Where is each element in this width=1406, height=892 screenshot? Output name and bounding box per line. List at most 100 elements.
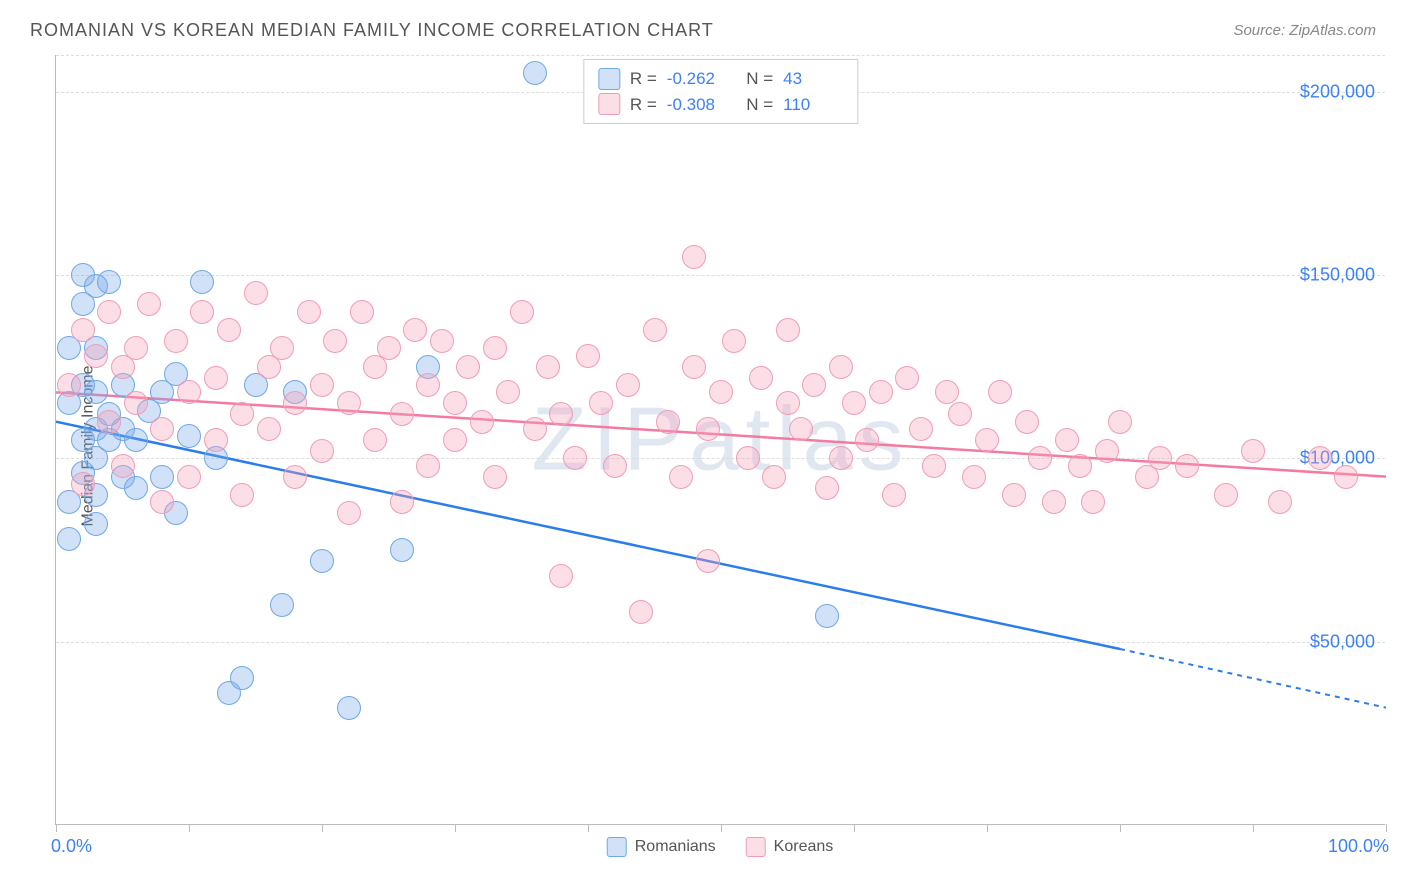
data-point bbox=[337, 696, 361, 720]
stat-r-label: R = bbox=[630, 66, 657, 92]
x-tick bbox=[455, 824, 456, 832]
data-point bbox=[1081, 490, 1105, 514]
legend-swatch bbox=[607, 837, 627, 857]
data-point bbox=[97, 300, 121, 324]
data-point bbox=[124, 391, 148, 415]
data-point bbox=[337, 391, 361, 415]
data-point bbox=[57, 373, 81, 397]
data-point bbox=[270, 336, 294, 360]
data-point bbox=[643, 318, 667, 342]
x-tick bbox=[189, 824, 190, 832]
data-point bbox=[177, 424, 201, 448]
data-point bbox=[935, 380, 959, 404]
data-point bbox=[1175, 454, 1199, 478]
stat-n-value: 43 bbox=[783, 66, 843, 92]
legend-bottom: Romanians Koreans bbox=[607, 837, 834, 857]
data-point bbox=[709, 380, 733, 404]
data-point bbox=[177, 380, 201, 404]
data-point bbox=[1002, 483, 1026, 507]
data-point bbox=[523, 417, 547, 441]
data-point bbox=[722, 329, 746, 353]
data-point bbox=[390, 402, 414, 426]
data-point bbox=[137, 292, 161, 316]
data-point bbox=[323, 329, 347, 353]
data-point bbox=[749, 366, 773, 390]
chart-container: ZIPatlas $50,000$100,000$150,000$200,000… bbox=[55, 55, 1385, 825]
data-point bbox=[682, 245, 706, 269]
data-point bbox=[736, 446, 760, 470]
data-point bbox=[297, 300, 321, 324]
data-point bbox=[470, 410, 494, 434]
x-tick bbox=[322, 824, 323, 832]
data-point bbox=[124, 336, 148, 360]
data-point bbox=[975, 428, 999, 452]
data-point bbox=[1055, 428, 1079, 452]
data-point bbox=[57, 527, 81, 551]
data-point bbox=[84, 344, 108, 368]
data-point bbox=[1042, 490, 1066, 514]
data-point bbox=[483, 465, 507, 489]
data-point bbox=[390, 490, 414, 514]
data-point bbox=[1308, 446, 1332, 470]
data-point bbox=[443, 391, 467, 415]
data-point bbox=[815, 476, 839, 500]
stats-row: R = -0.308 N = 110 bbox=[598, 92, 843, 118]
data-point bbox=[523, 61, 547, 85]
data-point bbox=[1108, 410, 1132, 434]
data-point bbox=[882, 483, 906, 507]
legend-swatch bbox=[746, 837, 766, 857]
data-point bbox=[802, 373, 826, 397]
data-point bbox=[922, 454, 946, 478]
stat-n-value: 110 bbox=[783, 92, 843, 118]
data-point bbox=[230, 483, 254, 507]
plot-area: ZIPatlas $50,000$100,000$150,000$200,000… bbox=[55, 55, 1385, 825]
x-tick bbox=[1386, 824, 1387, 832]
data-point bbox=[124, 428, 148, 452]
data-point bbox=[869, 380, 893, 404]
data-point bbox=[988, 380, 1012, 404]
stat-r-value: -0.308 bbox=[667, 92, 727, 118]
data-point bbox=[190, 300, 214, 324]
data-point bbox=[257, 417, 281, 441]
data-point bbox=[150, 465, 174, 489]
data-point bbox=[283, 391, 307, 415]
data-point bbox=[310, 373, 334, 397]
stat-n-label: N = bbox=[737, 92, 773, 118]
trend-line-extrapolated bbox=[1120, 649, 1386, 708]
data-point bbox=[124, 476, 148, 500]
data-point bbox=[443, 428, 467, 452]
legend-label: Koreans bbox=[774, 838, 834, 856]
stat-r-label: R = bbox=[630, 92, 657, 118]
data-point bbox=[337, 501, 361, 525]
data-point bbox=[962, 465, 986, 489]
data-point bbox=[909, 417, 933, 441]
data-point bbox=[1095, 439, 1119, 463]
legend-item: Romanians bbox=[607, 837, 716, 857]
data-point bbox=[895, 366, 919, 390]
data-point bbox=[403, 318, 427, 342]
data-point bbox=[1028, 446, 1052, 470]
data-point bbox=[350, 300, 374, 324]
x-tick bbox=[987, 824, 988, 832]
data-point bbox=[696, 417, 720, 441]
data-point bbox=[1334, 465, 1358, 489]
data-point bbox=[150, 490, 174, 514]
data-point bbox=[603, 454, 627, 478]
data-point bbox=[416, 373, 440, 397]
data-point bbox=[829, 355, 853, 379]
data-point bbox=[71, 318, 95, 342]
data-point bbox=[776, 391, 800, 415]
data-point bbox=[190, 270, 214, 294]
data-point bbox=[549, 564, 573, 588]
data-point bbox=[483, 336, 507, 360]
data-point bbox=[696, 549, 720, 573]
x-tick bbox=[721, 824, 722, 832]
x-tick bbox=[588, 824, 589, 832]
data-point bbox=[1214, 483, 1238, 507]
data-point bbox=[430, 329, 454, 353]
x-tick bbox=[854, 824, 855, 832]
chart-title: ROMANIAN VS KOREAN MEDIAN FAMILY INCOME … bbox=[30, 20, 714, 41]
data-point bbox=[682, 355, 706, 379]
data-point bbox=[1148, 446, 1172, 470]
x-tick bbox=[1253, 824, 1254, 832]
